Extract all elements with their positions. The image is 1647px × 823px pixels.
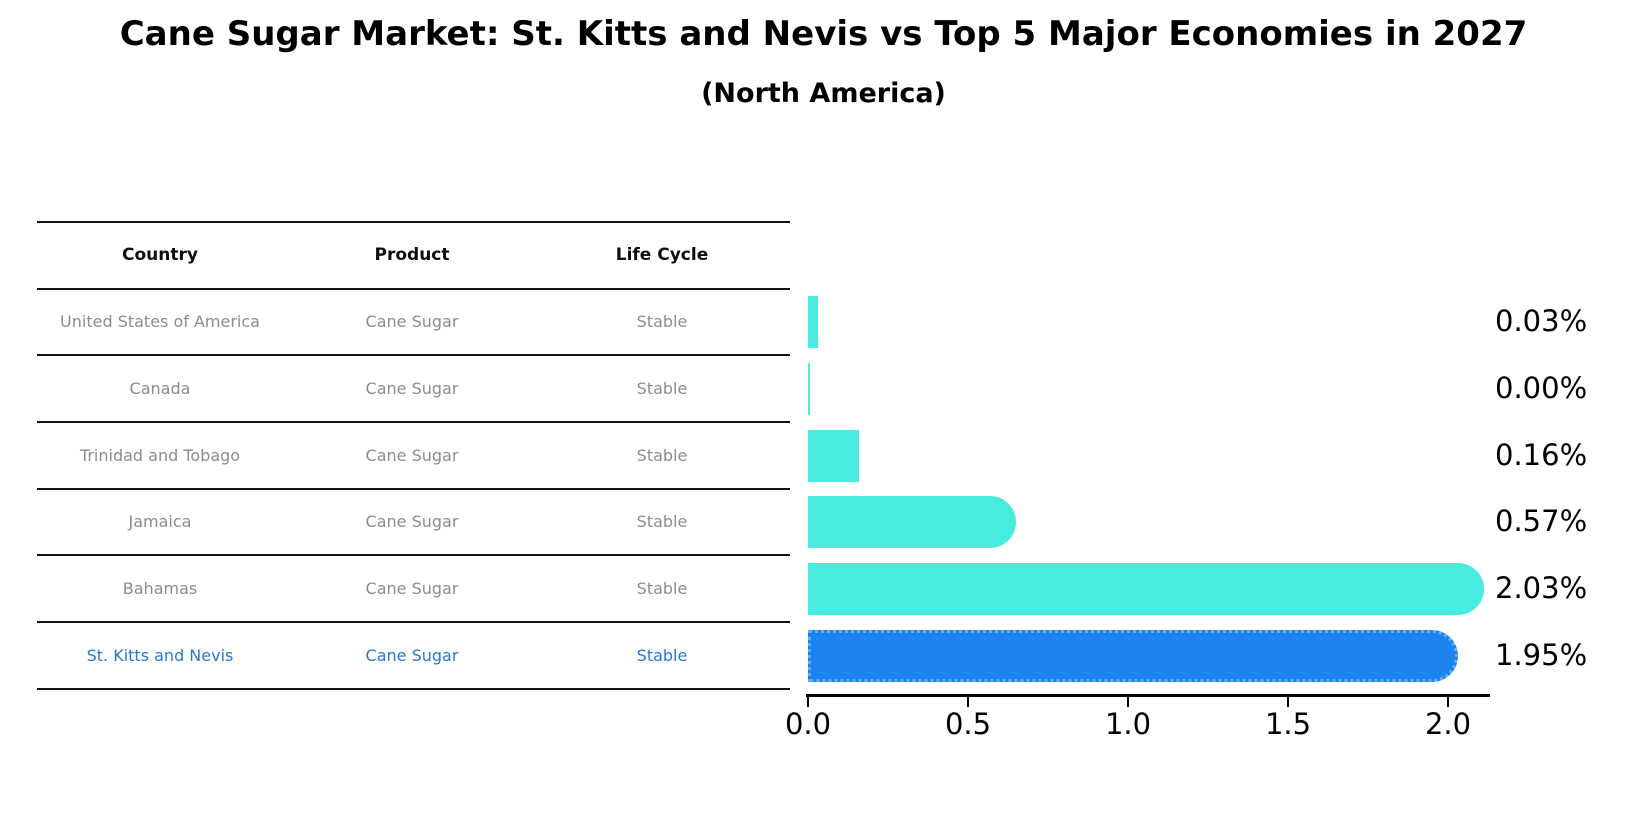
table-cell-product: Cane Sugar: [365, 312, 459, 331]
value-label-st-kitts-and-nevis: 1.95%: [1495, 637, 1588, 672]
table-rule-7: [37, 688, 790, 690]
bar-jamaica: [808, 496, 1016, 548]
x-axis-tick-label: 2.0: [1424, 707, 1472, 741]
table-cell-country: Trinidad and Tobago: [79, 445, 241, 465]
page-subtitle: (North America): [701, 78, 946, 109]
bar-trinidad-and-tobago: [808, 429, 859, 482]
value-label-united-states-of-america: 0.03%: [1495, 304, 1588, 338]
x-axis-tick: [1447, 697, 1449, 707]
table-rule-6: [37, 621, 790, 623]
table-cell-life-cycle: Stable: [636, 512, 688, 531]
table-cell-product: Cane Sugar: [365, 445, 459, 465]
bar-united-states-of-america: [808, 296, 818, 348]
table-cell-life-cycle: Stable: [636, 445, 688, 465]
table-cell-product: Cane Sugar: [365, 645, 459, 665]
x-axis-tick: [1287, 697, 1289, 707]
table-cell-product: Cane Sugar: [365, 378, 459, 398]
table-cell-country: Jamaica: [128, 512, 192, 531]
value-label-bahamas: 2.03%: [1495, 570, 1588, 605]
table-cell-life-cycle: Stable: [636, 378, 688, 398]
bar-canada: [808, 362, 810, 415]
x-axis-tick-label: 0.0: [784, 707, 832, 741]
table-cell-country: St. Kitts and Nevis: [86, 645, 234, 665]
x-axis-tick-label: 0.5: [944, 707, 992, 741]
table-header-country: Country: [122, 244, 198, 265]
table-rule-2: [37, 354, 790, 356]
x-axis-tick: [967, 697, 969, 707]
value-label-jamaica: 0.57%: [1495, 504, 1588, 538]
bar-st-kitts-and-nevis: [808, 629, 1458, 682]
table-rule-3: [37, 421, 790, 423]
table-rule-4: [37, 488, 790, 490]
page-title: Cane Sugar Market: St. Kitts and Nevis v…: [119, 14, 1528, 54]
value-label-canada: 0.00%: [1495, 370, 1588, 405]
table-header-product: Product: [374, 244, 450, 265]
table-cell-life-cycle: Stable: [636, 578, 688, 598]
table-cell-country: Bahamas: [122, 578, 198, 598]
table-cell-life-cycle: Stable: [636, 645, 688, 665]
x-axis-tick-label: 1.5: [1264, 707, 1312, 741]
table-rule-0: [37, 221, 790, 223]
x-axis-tick-label: 1.0: [1104, 707, 1152, 741]
table-cell-country: United States of America: [60, 312, 260, 331]
x-axis-tick: [1127, 697, 1129, 707]
value-label-trinidad-and-tobago: 0.16%: [1495, 437, 1588, 472]
x-axis-tick: [807, 697, 809, 707]
table-rule-5: [37, 554, 790, 556]
table-cell-product: Cane Sugar: [365, 512, 459, 531]
table-header-life-cycle: Life Cycle: [615, 244, 709, 265]
table-cell-life-cycle: Stable: [636, 312, 688, 331]
bar-bahamas: [808, 562, 1484, 615]
table-cell-product: Cane Sugar: [365, 578, 459, 598]
table-cell-country: Canada: [129, 378, 191, 398]
table-rule-1: [37, 288, 790, 290]
x-axis-line: [806, 694, 1490, 697]
